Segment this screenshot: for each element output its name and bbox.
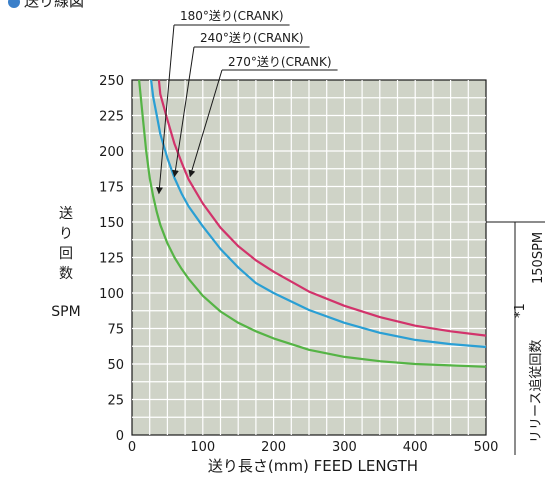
- series-line-1: [157, 79, 487, 337]
- y-tick-label: 125: [99, 252, 124, 267]
- grid: [132, 80, 486, 435]
- y-tick-label: 0: [116, 429, 124, 444]
- series-callout-arrow: [155, 24, 175, 195]
- chart-title: 送り線図: [24, 0, 85, 10]
- y-tick-label: 225: [99, 110, 124, 125]
- chart-header: 送り線図: [0, 0, 200, 14]
- series-callout-arrow: [171, 46, 195, 178]
- x-tick-label: 200: [261, 440, 286, 455]
- side-value-label: 150SPM: [531, 232, 545, 284]
- series-lines: [138, 79, 487, 368]
- bullet-icon: [8, 0, 20, 8]
- x-tick-label: 100: [190, 440, 215, 455]
- y-tick-label: 150: [99, 216, 124, 231]
- y-tick-label: 100: [99, 287, 124, 302]
- series-label-3: 270°送り(CRANK): [228, 54, 332, 69]
- y-axis-label-char: 回: [59, 246, 73, 262]
- series-callout-arrow: [188, 69, 223, 178]
- y-tick-label: 175: [99, 181, 124, 196]
- side-footnote-mark: *1: [513, 303, 528, 318]
- y-tick-label: 75: [107, 323, 124, 338]
- y-tick-label: 25: [107, 394, 124, 409]
- side-note: 150SPM *1 リリース追従回数: [486, 221, 545, 455]
- y-tick-label: 200: [99, 145, 124, 160]
- series-line-2: [150, 79, 487, 349]
- series-callouts: 180°送り(CRANK) 240°送り(CRANK) 270°送り(CRANK): [155, 8, 338, 195]
- y-axis-label-char: 送: [59, 206, 73, 222]
- x-tick-label: 500: [474, 440, 499, 455]
- y-axis-label-char: 数: [59, 266, 73, 282]
- side-caption: リリース追従回数: [528, 340, 544, 443]
- x-tick-label: 400: [403, 440, 428, 455]
- series-label-2: 240°送り(CRANK): [200, 30, 304, 45]
- y-axis-label-char: り: [59, 226, 73, 242]
- y-tick-label: 50: [107, 358, 124, 373]
- y-tick-label: 250: [99, 74, 124, 89]
- y-axis-unit: SPM: [51, 304, 80, 320]
- x-tick-label: 300: [332, 440, 357, 455]
- series-label-1: 180°送り(CRANK): [180, 8, 284, 23]
- tick-labels: 0 100 200 300 400 500 0 25 50 75 100 125 150 175 200 22…: [99, 74, 498, 455]
- x-tick-label: 0: [128, 440, 136, 455]
- series-line-3: [138, 79, 487, 368]
- x-axis-label: 送り長さ(mm) FEED LENGTH: [208, 457, 418, 475]
